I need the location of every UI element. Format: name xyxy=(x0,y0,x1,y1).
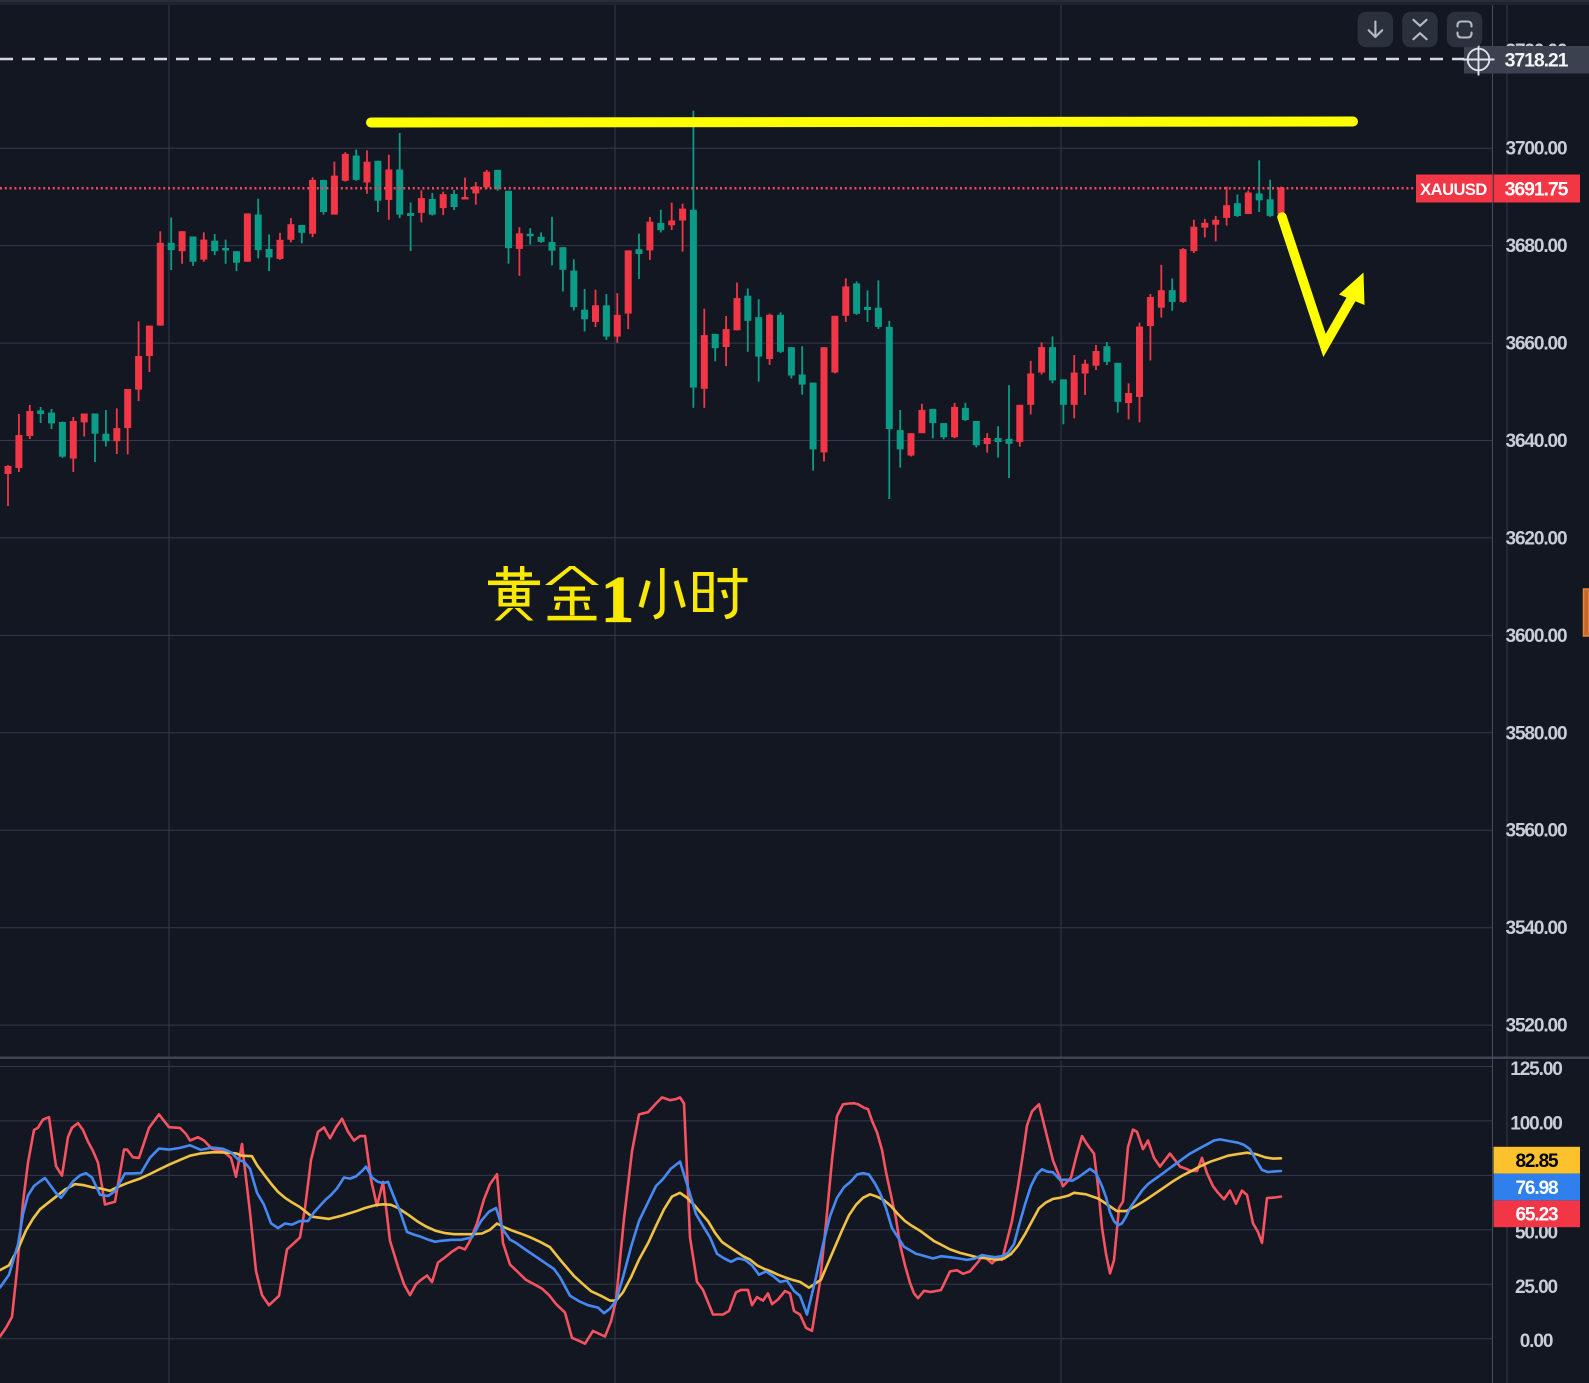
svg-text:3620.00: 3620.00 xyxy=(1506,528,1568,549)
svg-text:3660.00: 3660.00 xyxy=(1506,334,1568,355)
svg-text:50.00: 50.00 xyxy=(1515,1222,1558,1243)
svg-text:3520.00: 3520.00 xyxy=(1506,1016,1568,1037)
svg-text:76.98: 76.98 xyxy=(1515,1178,1558,1199)
svg-text:3600.00: 3600.00 xyxy=(1506,626,1568,647)
svg-text:3718.21: 3718.21 xyxy=(1505,50,1569,72)
svg-text:3700.00: 3700.00 xyxy=(1506,139,1568,160)
svg-text:82.85: 82.85 xyxy=(1515,1151,1559,1172)
svg-text:3640.00: 3640.00 xyxy=(1506,431,1568,452)
svg-text:65.23: 65.23 xyxy=(1515,1205,1558,1226)
svg-text:3580.00: 3580.00 xyxy=(1506,723,1568,744)
svg-text:3540.00: 3540.00 xyxy=(1506,918,1568,939)
svg-text:0.00: 0.00 xyxy=(1520,1331,1553,1352)
svg-text:3560.00: 3560.00 xyxy=(1506,821,1568,842)
svg-text:125.00: 125.00 xyxy=(1510,1059,1562,1080)
svg-text:1: 1 xyxy=(601,564,634,637)
svg-text:3680.00: 3680.00 xyxy=(1506,236,1568,257)
svg-text:XAUUSD: XAUUSD xyxy=(1420,181,1487,199)
svg-text:3691.75: 3691.75 xyxy=(1505,179,1569,201)
svg-text:25.00: 25.00 xyxy=(1515,1277,1558,1298)
svg-text:100.00: 100.00 xyxy=(1510,1113,1562,1134)
